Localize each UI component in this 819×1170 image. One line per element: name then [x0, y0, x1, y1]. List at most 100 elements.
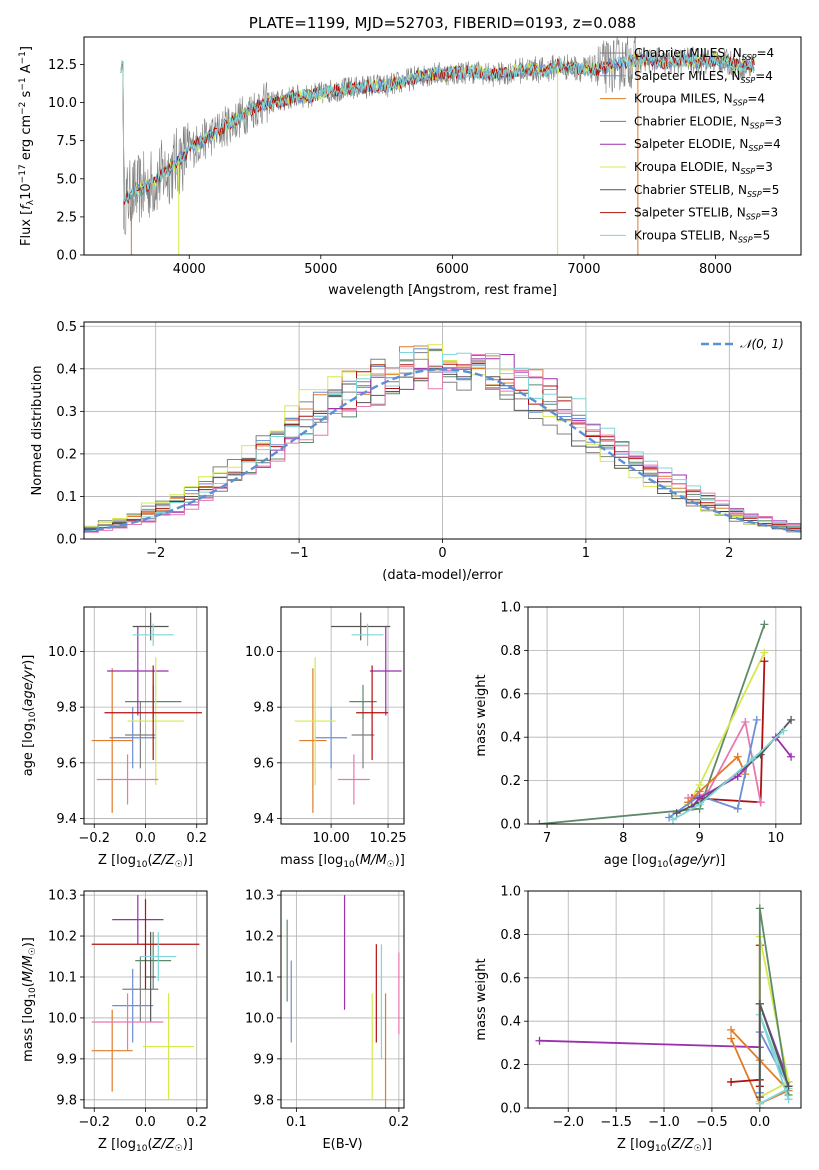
legend-entry: Kroupa STELIB, NSSP=5	[634, 228, 770, 244]
y-tick-label: 10.1	[48, 970, 77, 985]
y-tick-label: 0.4	[500, 731, 521, 746]
chart-spectrum: 4000 5000 6000 7000 8000 0.0 2.5 5.0 7.5 10.0 12.5…	[18, 14, 802, 298]
chart-mass-vs-ebv: 0.1 0.2 9.8 9.9 10.0 10.1 10.2 10.3	[245, 889, 409, 1130]
y-tick-label: 0.4	[56, 362, 77, 377]
plot-area	[84, 607, 207, 824]
x-tick-label: 0	[438, 546, 446, 561]
y-tick-label: 5.0	[56, 172, 77, 187]
x-tick-label: 1	[582, 546, 590, 561]
y-tick-label: 9.9	[56, 1052, 77, 1067]
x-tick-label: 9	[695, 831, 703, 846]
y-tick-label: 10.2	[48, 930, 77, 945]
errorbar-kroupa-miles	[299, 668, 327, 813]
y-tick-label: 7.5	[56, 134, 77, 149]
histogram-kroupa-elodie	[84, 344, 801, 539]
axes-frame	[280, 606, 405, 825]
y-tick-label: 10.3	[48, 889, 77, 904]
y-axis-label: Flux [fλ10−17 erg cm−2 s−1 A−1]	[18, 46, 36, 246]
data-point	[755, 1093, 764, 1102]
x-tick-label: −1	[290, 546, 309, 561]
model-line-kroupa-stelib	[120, 52, 755, 204]
y-tick-label: 9.8	[56, 1093, 77, 1108]
data-point	[695, 800, 704, 809]
errorbar-extra_pink	[337, 754, 370, 805]
y-tick-label: 10.3	[245, 889, 274, 904]
y-tick-label: 0.2	[500, 774, 521, 789]
legend-entry: Chabrier MILES, NSSP=4	[634, 46, 774, 62]
y-tick-label: 0.6	[500, 971, 521, 986]
y-tick-label: 1.0	[500, 885, 521, 900]
y-tick-label: 12.5	[48, 58, 77, 73]
y-tick-label: 10.0	[245, 645, 274, 660]
y-tick-label: 0.2	[56, 447, 77, 462]
y-tick-label: 0.6	[500, 687, 521, 702]
x-tick-label: 0.2	[389, 1115, 410, 1130]
x-tick-label: 10	[768, 831, 785, 846]
series-line	[687, 755, 747, 803]
x-tick-label: 10.00	[313, 831, 350, 846]
errorbar-extra_pink	[96, 754, 159, 805]
axes-frame	[527, 606, 802, 825]
y-axis-label: Normed distribution	[30, 366, 45, 496]
y-tick-label: 10.2	[245, 930, 274, 945]
x-tick-label: 10.25	[369, 831, 406, 846]
legend-entry: Salpeter STELIB, NSSP=3	[634, 206, 778, 222]
series-line	[731, 945, 761, 1087]
x-tick-label: 7000	[567, 262, 600, 277]
axes-frame	[280, 890, 405, 1109]
y-tick-label: 0.8	[500, 928, 521, 943]
data-point	[748, 754, 757, 763]
legend-entry: Chabrier ELODIE, NSSP=3	[634, 114, 782, 130]
y-axis-label: mass [log10(M/M☉)]	[21, 937, 38, 1062]
y-tick-label: 10.0	[48, 645, 77, 660]
errorbar-chabrier-miles	[125, 701, 156, 769]
y-axis-label: age [log10(age/yr)]	[21, 655, 38, 777]
chart-mass-weight-vs-age: 7 8 9 10 0.0 0.2 0.4 0.6 0.8 1.0 age [log10(age/yr…	[474, 601, 802, 870]
errorbar-salpeter-elodie	[112, 895, 164, 945]
data-point	[779, 726, 788, 735]
chart-residuals: −2 −1 0 1 2 0.0 0.1 0.2 0.3 0.4 0.5 (data-model)/er…	[30, 320, 802, 583]
data-point	[787, 715, 796, 724]
data-point	[727, 1077, 736, 1086]
legend-entry: Chabrier STELIB, NSSP=5	[634, 183, 779, 199]
y-tick-label: 10.1	[245, 970, 274, 985]
errorbar-salpeter-miles	[315, 707, 348, 769]
plot-area	[84, 322, 801, 539]
data-point	[741, 718, 750, 727]
legend-entry: Kroupa ELODIE, NSSP=3	[634, 160, 773, 176]
data-point	[787, 752, 796, 761]
chart-age-vs-mass: 10.00 10.25 9.4 9.6 9.8 10.0 mass [log10(M/M☉)…	[245, 606, 407, 870]
errorbar-kroupa-elodie	[142, 993, 195, 1100]
data-point	[727, 1034, 736, 1043]
x-tick-label: 0.0	[135, 1115, 156, 1130]
data-point	[727, 1025, 736, 1034]
axes-frame	[527, 890, 802, 1109]
y-tick-label: 9.9	[253, 1052, 274, 1067]
series-chabrier-elodie	[535, 620, 769, 824]
x-tick-label: 6000	[436, 262, 469, 277]
x-tick-label: 8000	[699, 262, 732, 277]
errorbar-extra_pink	[91, 993, 164, 1051]
x-axis-label: age [log10(age/yr)]	[604, 853, 726, 870]
y-tick-label: 9.8	[56, 701, 77, 716]
y-tick-label: 0.0	[500, 1102, 521, 1117]
errorbar-salpeter-elodie	[369, 626, 402, 716]
y-tick-label: 9.4	[56, 812, 77, 827]
x-axis-label: Z [log10(Z/Z☉)]	[617, 1137, 712, 1154]
x-tick-label: 2	[725, 546, 733, 561]
data-point	[760, 648, 769, 657]
series-line	[758, 1014, 790, 1105]
errorbar-chabrier-stelib	[331, 612, 391, 641]
axes-frame	[83, 36, 802, 256]
errorbar-kroupa-stelib	[351, 623, 384, 646]
plot-area	[84, 891, 207, 1108]
x-tick-label: 0.1	[286, 1115, 307, 1130]
data-point	[535, 1036, 544, 1045]
series-kroupa-stelib	[668, 726, 788, 824]
x-tick-label: 7	[543, 831, 551, 846]
errorbar-kroupa-miles	[91, 1009, 133, 1092]
plot-area	[528, 891, 801, 1108]
data-point	[755, 999, 764, 1008]
y-tick-label: 2.5	[56, 210, 77, 225]
